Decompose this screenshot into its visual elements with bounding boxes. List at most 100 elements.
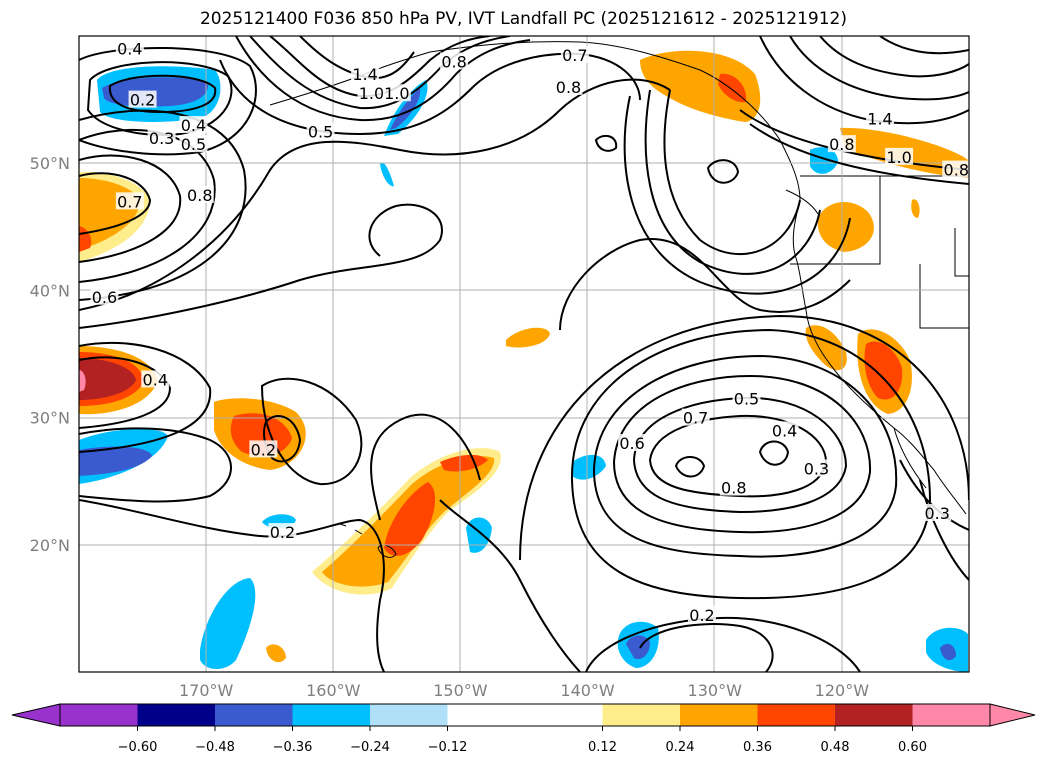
colorbar-tick-label: −0.24 [350, 740, 390, 755]
contour-label-bg [554, 77, 583, 95]
contour-high-03 [570, 328, 932, 600]
contour-high-06 [632, 396, 848, 514]
contour-midlat-outer [79, 203, 443, 329]
contour-label: 0.2 [130, 91, 155, 110]
shading-pink-left-mid [79, 370, 86, 392]
contour-label: 1.0 [359, 84, 384, 103]
contour-central-low [370, 413, 481, 521]
contour-label-bg [382, 84, 411, 102]
contour-left-mid-2 [79, 341, 212, 453]
contour-label: 0.3 [924, 504, 949, 523]
colorbar-bin [215, 704, 293, 726]
contour-label: 0.4 [117, 40, 142, 59]
contour-label-bg [688, 605, 716, 623]
lon-tick-label: 140°W [560, 681, 615, 700]
contour-label: 0.8 [721, 479, 746, 498]
gridlines [79, 36, 969, 672]
contour-label: 0.7 [117, 192, 142, 211]
colorbar-bin [370, 704, 448, 726]
contour-west-hawaii-inner [263, 415, 302, 463]
contour-subtrop-03 [439, 499, 581, 672]
map-frame [78, 35, 970, 673]
contour-label: 0.4 [143, 370, 168, 389]
contour-label: 1.4 [867, 110, 892, 129]
contour-trough-2 [644, 89, 821, 275]
colorbar-bin [680, 704, 758, 726]
contour-nw-low-mid [86, 61, 233, 136]
contour-trough-3 [623, 95, 851, 295]
contour-label: 0.8 [441, 52, 466, 71]
contour-label-bg [268, 523, 297, 541]
contour-ne-4 [879, 36, 969, 55]
shading-blue-bottom-west [200, 578, 256, 669]
contour-label-bg [249, 440, 278, 458]
colorbar-extend-high [989, 703, 1036, 727]
shading-yellow-small-bottom [266, 644, 286, 663]
contour-label-bg [357, 84, 386, 102]
border-state-3 [954, 228, 969, 277]
contour-label: 0.4 [772, 421, 797, 440]
contour-label: 0.2 [251, 440, 276, 459]
lon-tick-label: 160°W [306, 681, 361, 700]
contour-label-bg [923, 504, 952, 521]
colorbar-tick-label: 0.60 [898, 740, 927, 755]
lat-tick-label: 40°N [30, 281, 70, 300]
contour-high-02-bottom [585, 616, 861, 672]
contour-high-02 [519, 314, 969, 561]
shading-orange-small-1 [911, 199, 920, 218]
shading-blue-bc [810, 147, 838, 174]
contour-label: 0.8 [829, 135, 854, 154]
border-state-1 [790, 176, 881, 265]
coastline-vancouver-island [785, 189, 819, 215]
lat-tick-label: 50°N [30, 154, 70, 173]
shading-blue-small-3 [572, 454, 606, 480]
contour-label: 0.8 [944, 161, 969, 180]
contour-label: 1.0 [886, 148, 911, 167]
contour-label-bg [115, 192, 144, 210]
contour-label: 1.0 [384, 84, 409, 103]
contour-label-bg [351, 65, 380, 83]
colorbar-extend-low [11, 703, 61, 727]
colorbar-tick-label: −0.12 [428, 740, 468, 755]
contour-label: 0.7 [683, 409, 708, 428]
contour-label: 0.8 [187, 186, 212, 205]
contour-high-08-b [758, 440, 790, 466]
contour-label: 0.3 [804, 459, 829, 478]
colorbar-tick-label: −0.60 [118, 740, 158, 755]
contour-ne-3 [819, 36, 969, 78]
contour-jet-4 [219, 52, 641, 136]
shading-red-hawaii-band [384, 482, 436, 556]
colorbar-bin [137, 704, 215, 726]
colorbar-tick-label: 0.24 [666, 740, 695, 755]
colorbar-tick-label: −0.48 [195, 740, 235, 755]
contour-label: 0.6 [92, 288, 117, 307]
contour-label-bg [942, 160, 971, 178]
contour-label-bg [770, 421, 799, 439]
contour-label-bg [719, 478, 748, 496]
colorbar-bin [912, 704, 990, 726]
contour-subtrop-02 [79, 499, 385, 672]
lat-tick-label: 30°N [30, 409, 70, 428]
shading-blue-left-lower-inner [79, 446, 152, 476]
coastline-baja [893, 427, 927, 489]
contour-label: 0.4 [181, 116, 206, 135]
colorbar-bin [292, 704, 370, 726]
contour-label-bg [802, 459, 831, 477]
contour-nw-low-inner [108, 74, 217, 114]
shading-red-california [864, 341, 903, 400]
contour-east-03 [919, 479, 969, 581]
lon-tick-label: 120°W [815, 681, 870, 700]
contour-label: 0.3 [149, 129, 174, 148]
contour-trough-outer [559, 238, 851, 331]
contour-trough-1 [663, 89, 801, 256]
shading-orange-se-alaska [640, 50, 761, 122]
shading-blue-small-4 [380, 162, 394, 187]
contour-left-mid-3 [79, 427, 232, 503]
contour-left-ridge-4 [79, 109, 247, 301]
contour-west-hawaii-closed [260, 377, 363, 486]
lon-tick-label: 170°W [179, 681, 234, 700]
contour-left-ridge-1 [79, 172, 152, 235]
contour-label-bg [827, 135, 856, 153]
colorbar: −0.60 −0.48 −0.36 −0.24 −0.12 0.12 0.24 0.36 0.4… [11, 703, 1036, 755]
